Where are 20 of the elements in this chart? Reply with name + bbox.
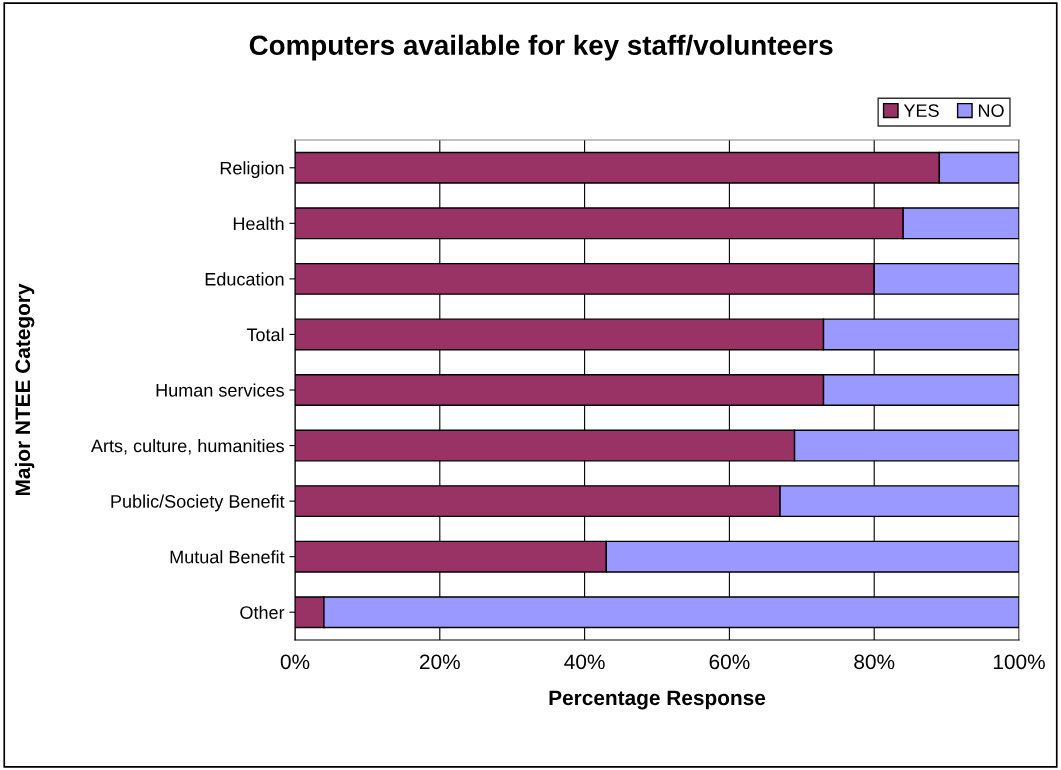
- x-tick-label: 0%: [280, 654, 310, 670]
- y-tick-label: Health: [233, 216, 284, 231]
- x-tick-label: 40%: [564, 654, 605, 670]
- y-tick-label: Religion: [220, 161, 284, 179]
- y-axis-title: Major NTEE Category: [14, 283, 35, 496]
- x-tick-label: 80%: [854, 654, 895, 670]
- y-tick-label: Human services: [156, 383, 284, 397]
- chart-title: Computers available for key staff/volunteers: [249, 34, 833, 61]
- y-tick-label: Arts, culture, humanities: [90, 439, 284, 455]
- x-tick-label: 20%: [420, 654, 460, 670]
- y-tick-label: Education: [205, 272, 284, 286]
- x-axis-title: Percentage Response: [549, 690, 766, 710]
- y-tick-label: Other: [240, 605, 285, 619]
- x-tick-label: 100%: [993, 654, 1045, 670]
- legend-label: YES: [903, 104, 939, 117]
- y-tick-label: Total: [246, 327, 284, 342]
- legend-label: NO: [978, 104, 1004, 117]
- y-tick-label: Mutual Benefit: [170, 550, 285, 564]
- y-tick-label: Public/Society Benefit: [111, 494, 285, 512]
- x-tick-label: 60%: [709, 654, 750, 670]
